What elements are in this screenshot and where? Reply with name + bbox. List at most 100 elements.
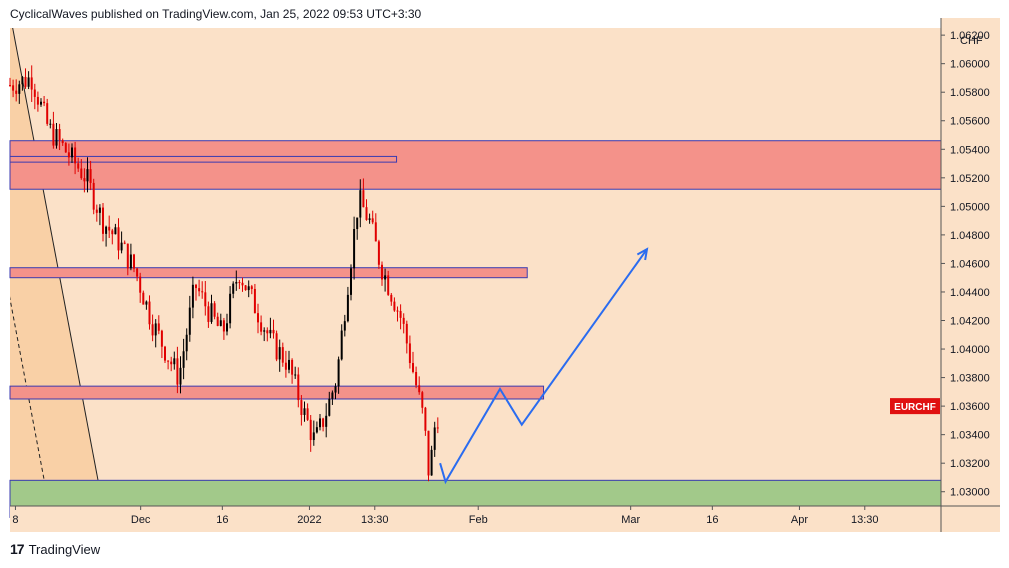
candle-body [43, 101, 46, 104]
y-tick-label: 1.05400 [950, 144, 990, 156]
y-tick-label: 1.04400 [950, 287, 990, 299]
candle-body [384, 275, 387, 280]
candle-body [86, 169, 89, 182]
candle-body [33, 89, 36, 97]
candle-body [291, 359, 294, 375]
candle-body [346, 294, 349, 322]
candle-body [399, 310, 402, 318]
candle-body [297, 374, 300, 401]
candle-body [108, 226, 111, 231]
candle-body [356, 217, 359, 230]
candle-body [105, 226, 108, 234]
candle-body [430, 449, 433, 476]
candle-body [182, 351, 185, 368]
candle-body [337, 359, 340, 387]
supply-zone-2 [9, 155, 398, 163]
y-tick-label: 1.06000 [950, 59, 990, 71]
candle-body [433, 427, 436, 450]
candle-body [334, 386, 337, 393]
candle-body [160, 330, 163, 347]
candle-body [371, 218, 374, 223]
candle-body [250, 286, 253, 289]
candle-body [139, 276, 142, 293]
candle-body [126, 243, 129, 269]
y-tick-label: 1.05600 [950, 116, 990, 128]
candle-body [266, 330, 269, 334]
candle-body [393, 301, 396, 311]
candle-body [350, 268, 352, 295]
candle-body [133, 254, 135, 269]
zones-layer [9, 140, 942, 518]
candle-body [102, 207, 104, 234]
candle-body [322, 418, 325, 427]
candle-body [74, 147, 77, 164]
channel-upper-line [12, 28, 104, 506]
y-tick-label: 1.03800 [950, 373, 990, 385]
candle-body [315, 427, 318, 433]
candle-body [12, 85, 15, 91]
candle-body [157, 323, 160, 331]
x-tick-label: 13:30 [361, 514, 389, 526]
y-tick-label: 1.04200 [950, 316, 990, 328]
candle-body [89, 169, 92, 183]
candle-body [421, 392, 424, 408]
candle-body [260, 322, 263, 332]
candle-body [24, 76, 27, 87]
candle-body [278, 347, 281, 360]
candle-body [30, 77, 33, 90]
x-tick-label: 8 [12, 514, 18, 526]
candle-body [368, 218, 371, 220]
candle-body [92, 182, 95, 210]
candle-body [71, 147, 73, 158]
candle-body [49, 123, 52, 125]
x-tick-label: Mar [621, 514, 640, 526]
x-axis-panel [10, 506, 941, 532]
candle-body [27, 77, 30, 87]
projection-line [439, 248, 648, 485]
candle-body [263, 330, 266, 332]
candle-body [244, 285, 247, 291]
candle-body [191, 284, 194, 308]
candle-body [148, 301, 151, 325]
candle-body [52, 123, 55, 146]
candle-body [272, 329, 275, 334]
y-tick-label: 1.05000 [950, 201, 990, 213]
candle-body [67, 152, 70, 158]
candle-body [402, 317, 405, 324]
candle-body [269, 329, 272, 334]
y-tick-label: 1.04600 [950, 258, 990, 270]
y-tick-label: 1.04000 [950, 344, 990, 356]
plot-background [10, 28, 941, 506]
candle-body [257, 313, 259, 323]
candle-body [353, 229, 356, 269]
candle-body [36, 96, 39, 105]
candle-body [219, 320, 222, 326]
candle-body [129, 254, 132, 269]
candle-body [275, 333, 278, 360]
candle-body [306, 408, 309, 420]
y-tick-label: 1.03200 [950, 458, 990, 470]
candle-body [185, 334, 188, 352]
candle-body [232, 283, 235, 294]
candle-body [222, 320, 225, 332]
candle-body [229, 293, 232, 324]
candle-body [253, 288, 256, 314]
x-tick-label: 16 [706, 514, 718, 526]
y-tick-label: 1.03000 [950, 487, 990, 499]
candle-body [281, 347, 284, 363]
symbol-label: EURCHF [894, 402, 936, 413]
candle-body [418, 385, 421, 393]
candle-body [343, 321, 346, 331]
candle-body [151, 324, 154, 336]
candle-body [201, 291, 204, 293]
footer-brand: 17 TradingView [10, 541, 100, 557]
candle-body [123, 242, 126, 244]
candle-body [15, 90, 18, 94]
candle-body [405, 323, 408, 344]
axes-layer: 1.06200 1.06000 1.05800 1.05600 1.05400 1.052… [10, 18, 1000, 532]
x-tick-label: 16 [216, 514, 228, 526]
candle-body [238, 281, 241, 283]
candle-body [424, 407, 427, 431]
candle-body [390, 294, 393, 302]
